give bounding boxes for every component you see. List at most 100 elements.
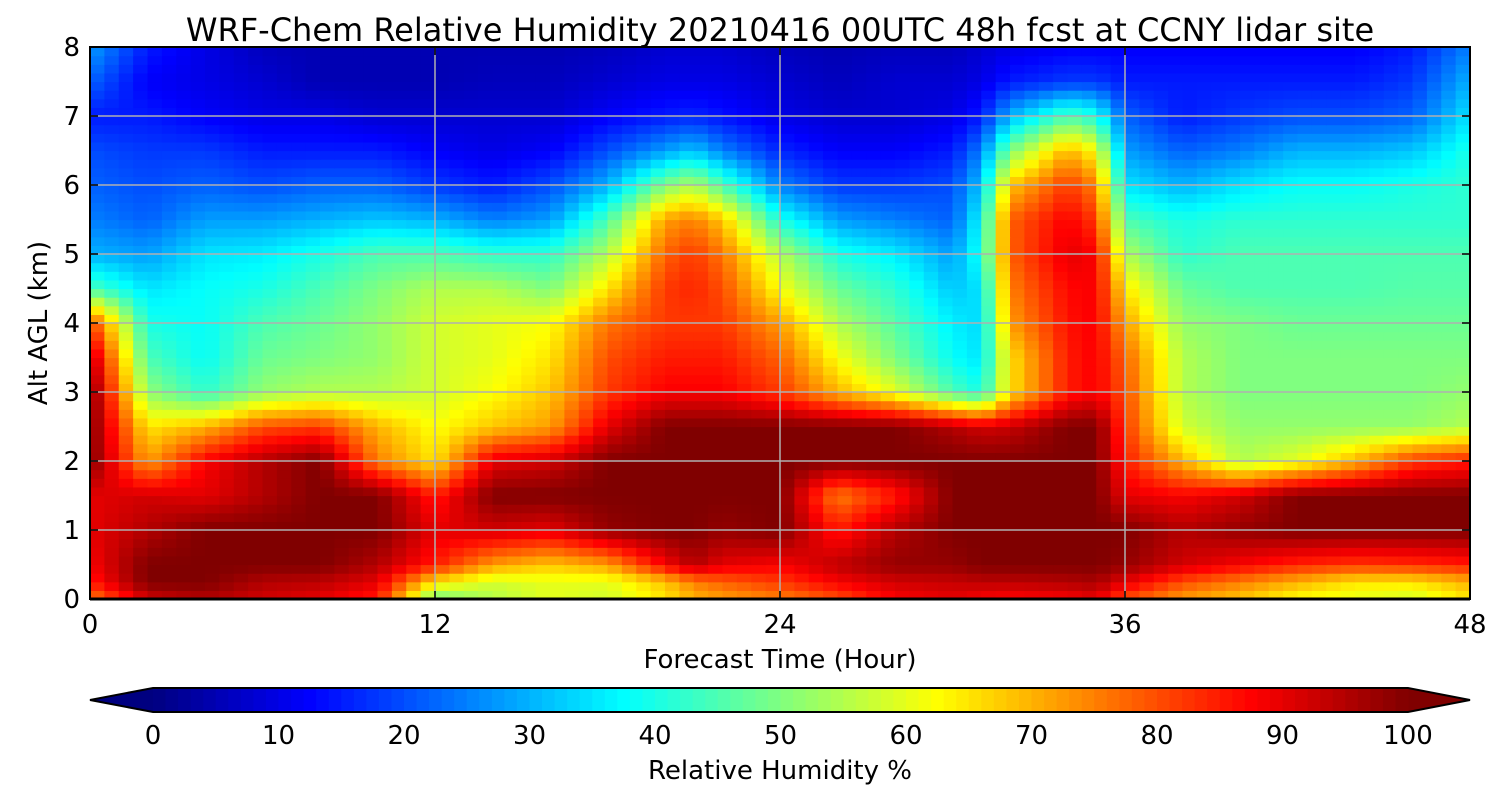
heatmap-cell: [693, 357, 709, 367]
heatmap-cell: [1010, 400, 1025, 410]
heatmap-cell: [679, 538, 695, 548]
heatmap-cell: [248, 521, 264, 531]
heatmap-cell: [1441, 417, 1457, 428]
heatmap-cell: [1110, 331, 1126, 341]
heatmap-cell: [219, 314, 235, 324]
heatmap-cell: [1196, 504, 1212, 514]
heatmap-cell: [1081, 279, 1097, 290]
heatmap-cell: [90, 478, 105, 488]
heatmap-cell: [219, 366, 235, 376]
heatmap-cell: [176, 314, 192, 324]
heatmap-cell: [665, 383, 680, 393]
heatmap-cell: [1139, 521, 1155, 531]
heatmap-cell: [1211, 443, 1227, 453]
heatmap-cell: [506, 392, 522, 402]
heatmap-cell: [808, 193, 824, 203]
heatmap-cell: [506, 245, 522, 255]
heatmap-cell: [334, 176, 350, 186]
heatmap-cell: [1038, 314, 1054, 324]
heatmap-cell: [1412, 564, 1428, 574]
heatmap-cell: [736, 504, 752, 514]
heatmap-cell: [1369, 409, 1385, 419]
heatmap-cell: [1225, 288, 1241, 298]
heatmap-cell: [1168, 228, 1184, 238]
heatmap-cell: [1196, 279, 1212, 290]
heatmap-cell: [722, 340, 738, 350]
heatmap-cell: [449, 193, 465, 203]
heatmap-cell: [995, 504, 1011, 514]
heatmap-cell: [233, 392, 249, 402]
heatmap-cell: [578, 314, 594, 324]
heatmap-cell: [305, 314, 321, 324]
heatmap-cell: [1355, 323, 1370, 333]
heatmap-cell: [938, 340, 954, 350]
heatmap-cell: [492, 271, 508, 281]
heatmap-cell: [708, 478, 724, 488]
heatmap-cell: [118, 426, 134, 436]
heatmap-cell: [377, 374, 393, 384]
heatmap-cell: [736, 297, 752, 307]
heatmap-cell: [1081, 469, 1097, 479]
heatmap-cell: [808, 400, 824, 410]
heatmap-cell: [794, 504, 810, 514]
heatmap-cell: [190, 504, 206, 514]
heatmap-cell: [1326, 323, 1342, 333]
heatmap-cell: [435, 357, 450, 367]
heatmap-cell: [205, 202, 220, 212]
heatmap-cell: [1383, 521, 1399, 531]
heatmap-cell: [363, 193, 379, 203]
heatmap-cell: [1369, 426, 1385, 436]
heatmap-cell: [981, 417, 997, 428]
heatmap-cell: [1297, 530, 1313, 540]
heatmap-cell: [794, 167, 810, 177]
heatmap-cell: [851, 219, 867, 229]
heatmap-cell: [348, 254, 364, 264]
heatmap-cell: [794, 443, 810, 453]
heatmap-cell: [607, 288, 623, 298]
heatmap-cell: [1196, 228, 1212, 238]
heatmap-cell: [966, 323, 982, 333]
heatmap-cell: [248, 590, 264, 600]
heatmap-cell: [1355, 573, 1370, 583]
heatmap-cell: [880, 555, 896, 566]
heatmap-cell: [823, 435, 839, 445]
heatmap-cell: [1369, 581, 1385, 591]
heatmap-cell: [1010, 469, 1025, 479]
heatmap-cell: [363, 245, 379, 255]
heatmap-cell: [981, 210, 997, 221]
heatmap-cell: [981, 530, 997, 540]
heatmap-cell: [1067, 340, 1083, 350]
heatmap-cell: [1426, 443, 1442, 453]
heatmap-cell: [478, 323, 494, 333]
heatmap-cell: [1383, 478, 1399, 488]
heatmap-cell: [1053, 512, 1069, 522]
heatmap-cell: [463, 323, 479, 333]
heatmap-cell: [895, 452, 910, 462]
heatmap-cell: [665, 581, 680, 591]
heatmap-cell: [161, 564, 177, 574]
heatmap-cell: [636, 210, 652, 221]
heatmap-cell: [679, 279, 695, 290]
heatmap-cell: [492, 392, 508, 402]
heatmap-cell: [1024, 210, 1040, 221]
heatmap-cell: [90, 314, 105, 324]
heatmap-cell: [1297, 176, 1313, 186]
heatmap-cell: [780, 469, 795, 479]
heatmap-cell: [564, 374, 580, 384]
heatmap-cell: [794, 314, 810, 324]
heatmap-cell: [1211, 348, 1227, 359]
heatmap-cell: [133, 245, 149, 255]
heatmap-cell: [1196, 495, 1212, 505]
heatmap-cell: [420, 383, 436, 393]
heatmap-cell: [276, 288, 292, 298]
heatmap-cell: [1383, 357, 1399, 367]
heatmap-cell: [406, 245, 422, 255]
heatmap-cell: [1240, 495, 1255, 505]
heatmap-cell: [751, 512, 767, 522]
heatmap-cell: [1340, 271, 1356, 281]
heatmap-cell: [1240, 581, 1255, 591]
heatmap-cell: [1297, 581, 1313, 591]
heatmap-cell: [506, 443, 522, 453]
heatmap-cell: [866, 202, 882, 212]
heatmap-cell: [578, 486, 594, 497]
